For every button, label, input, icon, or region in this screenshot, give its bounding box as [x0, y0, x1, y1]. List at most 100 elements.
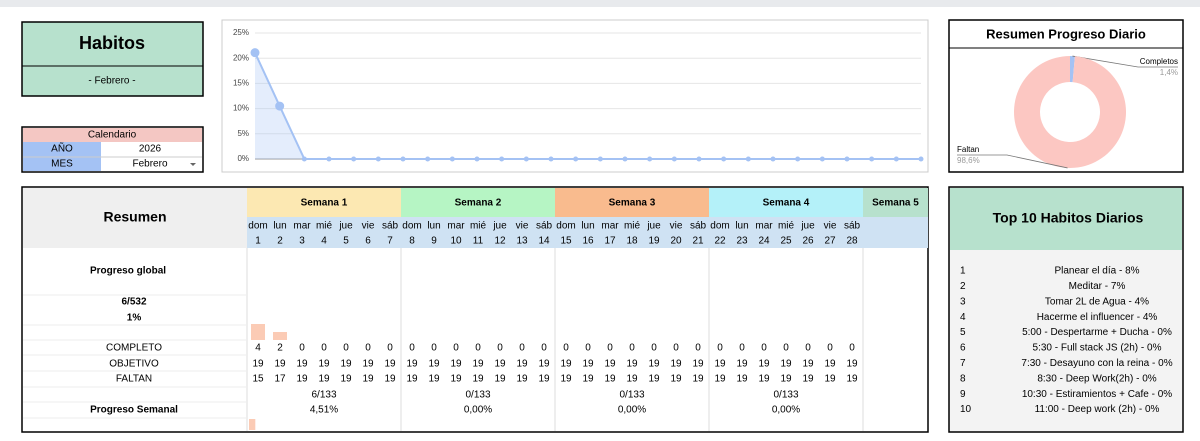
cell-value: 0 — [849, 343, 855, 354]
cell-value: 19 — [384, 359, 396, 370]
rank: 9 — [960, 389, 966, 400]
cell-value: 0 — [497, 343, 503, 354]
point — [819, 156, 825, 162]
cell-value: 0 — [761, 343, 767, 354]
weekly-percent: 0,00% — [618, 405, 646, 416]
point — [918, 156, 924, 162]
weekday: mar — [293, 221, 311, 232]
cell-value: 19 — [692, 359, 704, 370]
cell-value: 19 — [626, 374, 638, 385]
year-value: 2026 — [139, 144, 162, 155]
calendar-header — [23, 128, 202, 142]
weekday: jue — [646, 221, 661, 232]
week-label: Semana 4 — [763, 198, 810, 209]
y-tick-label: 25% — [233, 28, 249, 37]
cell-value: 0 — [409, 343, 415, 354]
y-tick-label: 10% — [233, 104, 249, 113]
habit: 10:30 - Estiramientos + Cafe - 0% — [1022, 389, 1172, 400]
weekday: vie — [516, 221, 529, 232]
cell-value: 19 — [274, 359, 286, 370]
cell-value: 19 — [692, 374, 704, 385]
dropdown-arrow[interactable] — [190, 163, 196, 166]
rank: 10 — [960, 404, 972, 415]
habit: 7:30 - Desayuno con la reina - 0% — [1021, 358, 1172, 369]
cell-value: 19 — [428, 374, 440, 385]
point — [523, 156, 529, 162]
cell-value: 19 — [538, 359, 550, 370]
day-number: 10 — [450, 236, 462, 247]
cell-value: 19 — [516, 359, 528, 370]
week-label: Semana 2 — [455, 198, 502, 209]
weekday: lun — [735, 221, 748, 232]
cell-value: 0 — [431, 343, 437, 354]
top10-header — [950, 188, 1182, 250]
calendar-title: Calendario — [88, 130, 137, 141]
cell-value: 19 — [450, 359, 462, 370]
point — [893, 156, 899, 162]
weekday: lun — [427, 221, 440, 232]
cell-value: 0 — [805, 343, 811, 354]
cell-value: 0 — [651, 343, 657, 354]
day-number: 15 — [560, 236, 572, 247]
weekday: mié — [778, 221, 795, 232]
cell-value: 0 — [519, 343, 525, 354]
point — [696, 156, 702, 162]
pie-title: Resumen Progreso Diario — [986, 26, 1146, 41]
weekly-fraction: 0/133 — [619, 390, 644, 401]
cell-value: 0 — [717, 343, 723, 354]
rank: 1 — [960, 266, 966, 277]
daily-bar — [251, 324, 265, 340]
cell-value: 0 — [453, 343, 459, 354]
point — [647, 156, 653, 162]
summary-title: Resumen — [103, 209, 166, 225]
day-number: 23 — [736, 236, 748, 247]
cell-value: 19 — [824, 374, 836, 385]
cell-value: 19 — [604, 359, 616, 370]
day-number: 24 — [758, 236, 770, 247]
pie-slice — [1014, 56, 1126, 168]
weekday: sáb — [382, 221, 399, 232]
cell-value: 19 — [494, 359, 506, 370]
daily-bar — [273, 332, 287, 340]
weekday: lun — [273, 221, 286, 232]
point — [770, 156, 776, 162]
cell-value: 19 — [406, 359, 418, 370]
y-tick-label: 5% — [237, 129, 249, 138]
cell-value: 19 — [340, 359, 352, 370]
row-label: COMPLETO — [106, 343, 162, 354]
day-number: 5 — [343, 236, 349, 247]
cell-value: 19 — [494, 374, 506, 385]
month-label: MES — [51, 159, 73, 170]
cell-value: 19 — [714, 359, 726, 370]
day-number: 26 — [802, 236, 814, 247]
day-number: 28 — [846, 236, 858, 247]
week-header — [555, 188, 709, 217]
cell-value: 19 — [296, 359, 308, 370]
point — [548, 156, 554, 162]
cell-value: 19 — [626, 359, 638, 370]
cell-value: 15 — [252, 374, 264, 385]
weekly-fraction: 0/133 — [773, 390, 798, 401]
day-number: 22 — [714, 236, 726, 247]
weekday: vie — [824, 221, 837, 232]
y-tick-label: 0% — [237, 154, 249, 163]
habit: Planear el día - 8% — [1054, 266, 1139, 277]
weekly-bar — [249, 419, 256, 430]
rank: 8 — [960, 373, 966, 384]
cell-value: 19 — [758, 359, 770, 370]
week-header — [863, 188, 928, 217]
cell-value: 19 — [362, 359, 374, 370]
cell-value: 19 — [472, 374, 484, 385]
day-number: 3 — [299, 236, 305, 247]
weekday: mié — [470, 221, 487, 232]
days-header — [247, 217, 928, 248]
cell-value: 0 — [607, 343, 613, 354]
rank: 5 — [960, 327, 966, 338]
point — [721, 156, 727, 162]
point — [275, 101, 285, 111]
week-header — [709, 188, 863, 217]
point — [301, 156, 307, 162]
point — [250, 48, 260, 58]
cell-value: 19 — [582, 359, 594, 370]
